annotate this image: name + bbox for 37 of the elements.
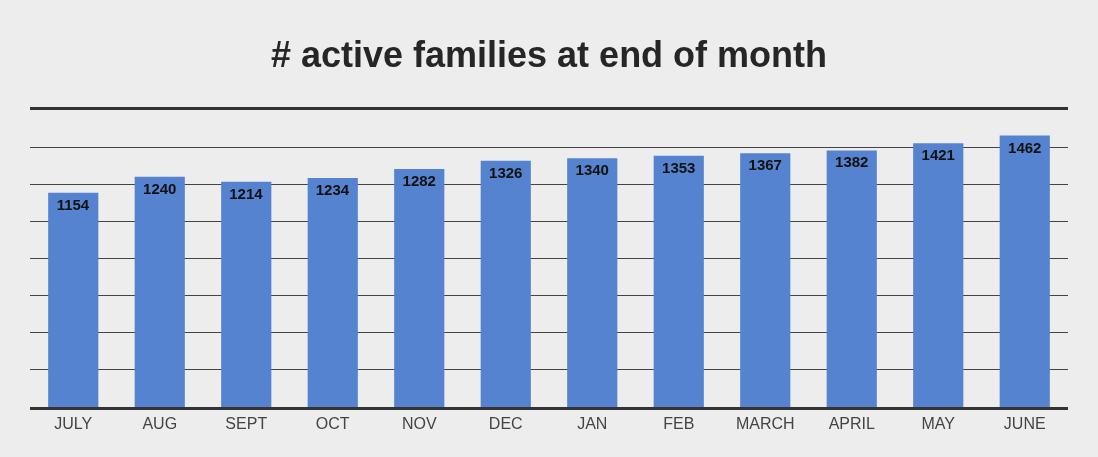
data-label: 1234	[315, 180, 350, 198]
bar	[567, 158, 618, 407]
x-tick-label: APRIL	[828, 415, 875, 433]
x-tick-label: JULY	[54, 415, 93, 433]
x-tick-label: DEC	[488, 415, 523, 433]
bar	[221, 181, 272, 407]
data-label: 1353	[662, 158, 696, 176]
x-tick-label: MAY	[921, 415, 956, 433]
data-label: 1382	[835, 153, 869, 171]
data-label: 1154	[56, 195, 90, 213]
chart-title: # active families at end of month	[270, 34, 828, 76]
bar	[826, 150, 877, 407]
x-tick-label: JUNE	[1003, 415, 1046, 433]
bar	[913, 143, 964, 407]
data-label: 1340	[575, 161, 609, 179]
data-label: 1421	[921, 146, 955, 164]
data-label: 1282	[402, 172, 436, 190]
x-tick-label: FEB	[663, 415, 695, 433]
x-tick-label: AUG	[142, 415, 178, 433]
data-label: 1367	[748, 156, 782, 174]
bar	[740, 153, 791, 407]
data-label: 1214	[229, 184, 264, 202]
bar	[307, 177, 358, 407]
data-label: 1240	[143, 179, 177, 197]
x-tick-label: NOV	[401, 415, 437, 433]
x-tick-label: OCT	[315, 415, 350, 433]
bar	[653, 155, 704, 407]
data-label: 1462	[1008, 138, 1042, 156]
bar	[48, 192, 99, 407]
x-tick-label: SEPT	[225, 415, 268, 433]
bar	[394, 169, 445, 407]
bar	[480, 160, 531, 407]
x-tick-label: JAN	[577, 415, 608, 433]
data-label: 1326	[489, 163, 523, 181]
bar	[999, 135, 1050, 407]
x-tick-label: MARCH	[735, 415, 795, 433]
bar	[134, 176, 185, 407]
